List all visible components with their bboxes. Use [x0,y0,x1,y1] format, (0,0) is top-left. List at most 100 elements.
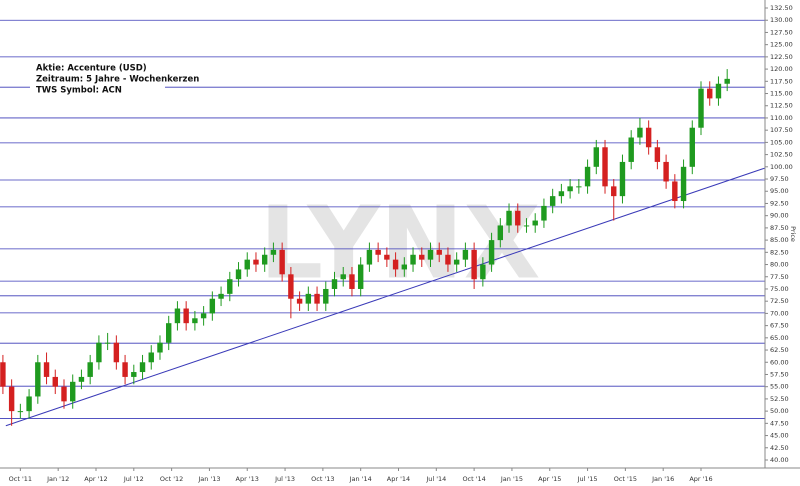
candle-body [488,240,495,265]
y-tick-label: 65.00 [770,334,789,342]
candle-body [323,288,329,304]
x-tick-label: Jan '13 [197,475,220,483]
y-tick-label: 55.00 [770,383,789,391]
candle-body [61,386,67,402]
candle-body [305,293,312,304]
candle-body [122,362,128,377]
y-tick-label: 102.50 [770,151,793,159]
x-tick-label: Jul '12 [123,475,144,483]
y-tick-label: 82.50 [770,248,789,256]
x-tick-label: Apr '13 [236,475,259,483]
y-tick-label: 112.50 [770,102,793,110]
candle-body [26,396,32,412]
annotation: Zeitraum: 5 Jahre - Wochenkerzen [36,75,199,85]
candle-body [104,342,111,344]
y-tick-label: 120.00 [770,65,793,73]
x-tick-label: Apr '12 [84,475,107,483]
candle-body [375,249,381,255]
candle-body [611,186,617,197]
y-tick-label: 80.00 [770,261,789,269]
candle-body [602,147,608,187]
candle-body [148,352,154,363]
candle-body [645,127,652,148]
y-tick-label: 130.00 [770,16,793,24]
candle-body [244,259,250,270]
y-tick-label: 107.50 [770,126,793,134]
candle-body [17,411,24,413]
candle-body [218,293,224,299]
y-tick-label: 122.50 [770,53,793,61]
y-tick-label: 70.00 [770,309,789,317]
candle-body [340,274,346,280]
candle-body [270,249,277,255]
candle-body [43,362,50,377]
candle-body [314,293,320,304]
candle-body [541,205,547,221]
annotation: TWS Symbol: ACN [36,86,122,96]
candle-body [698,88,704,128]
x-tick-label: Jan '16 [651,475,674,483]
trendline [5,167,766,427]
y-tick-label: 60.00 [770,358,789,366]
candle-body [532,220,538,226]
candle-body [471,249,477,280]
candle-body [392,259,399,270]
candle-body [419,254,425,260]
y-tick-label: 87.50 [770,224,789,232]
candle-body [497,225,504,241]
y-tick-label: 110.00 [770,114,793,122]
candle-body [436,249,442,255]
candle-body [628,137,634,162]
candle-body [261,254,268,265]
candle-body [166,323,172,343]
candle-body [70,381,76,402]
info-box [30,60,165,98]
candle-body [576,186,582,188]
candle-body [0,362,6,387]
y-tick-label: 75.00 [770,285,789,293]
candle-body [453,259,460,265]
candle-body [707,88,713,99]
candle-body [52,376,58,387]
candle-body [157,342,163,353]
y-tick-label: 67.50 [770,322,789,330]
candle-body [401,264,408,270]
x-tick-label: Jan '15 [500,475,523,483]
candle-body [253,259,259,265]
y-tick-label: 72.50 [770,297,789,305]
candle-body [235,269,242,280]
candle-body [689,127,695,167]
candle-body [192,318,198,324]
candle-body [279,249,285,275]
candle-body [654,147,661,162]
x-tick-label: Jan '14 [349,475,372,483]
y-tick-label: 125.00 [770,41,793,49]
candle-body [296,298,303,304]
candle-body [96,342,102,363]
y-tick-label: 95.00 [770,187,789,195]
y-tick-label: 92.50 [770,199,789,207]
y-tick-label: 62.50 [770,346,789,354]
candle-body [523,225,530,227]
x-tick-label: Jul '15 [577,475,598,483]
candle-body [113,342,120,363]
candle-body [445,254,451,265]
x-tick-label: Apr '16 [689,475,712,483]
candle-body [8,386,15,412]
y-tick-label: 105.00 [770,138,793,146]
y-tick-label: 40.00 [770,456,789,464]
y-tick-label: 42.50 [770,444,789,452]
y-tick-label: 57.50 [770,370,789,378]
candle-body [87,362,93,377]
candle-body [349,274,355,289]
candle-body [567,186,573,192]
x-tick-label: Oct '11 [9,475,32,483]
candle-body [174,308,181,324]
x-tick-label: Oct '15 [614,475,637,483]
y-tick-label: 77.50 [770,273,789,281]
candle-body [672,181,678,202]
y-tick-label: 127.50 [770,28,793,36]
x-tick-label: Apr '15 [538,475,561,483]
